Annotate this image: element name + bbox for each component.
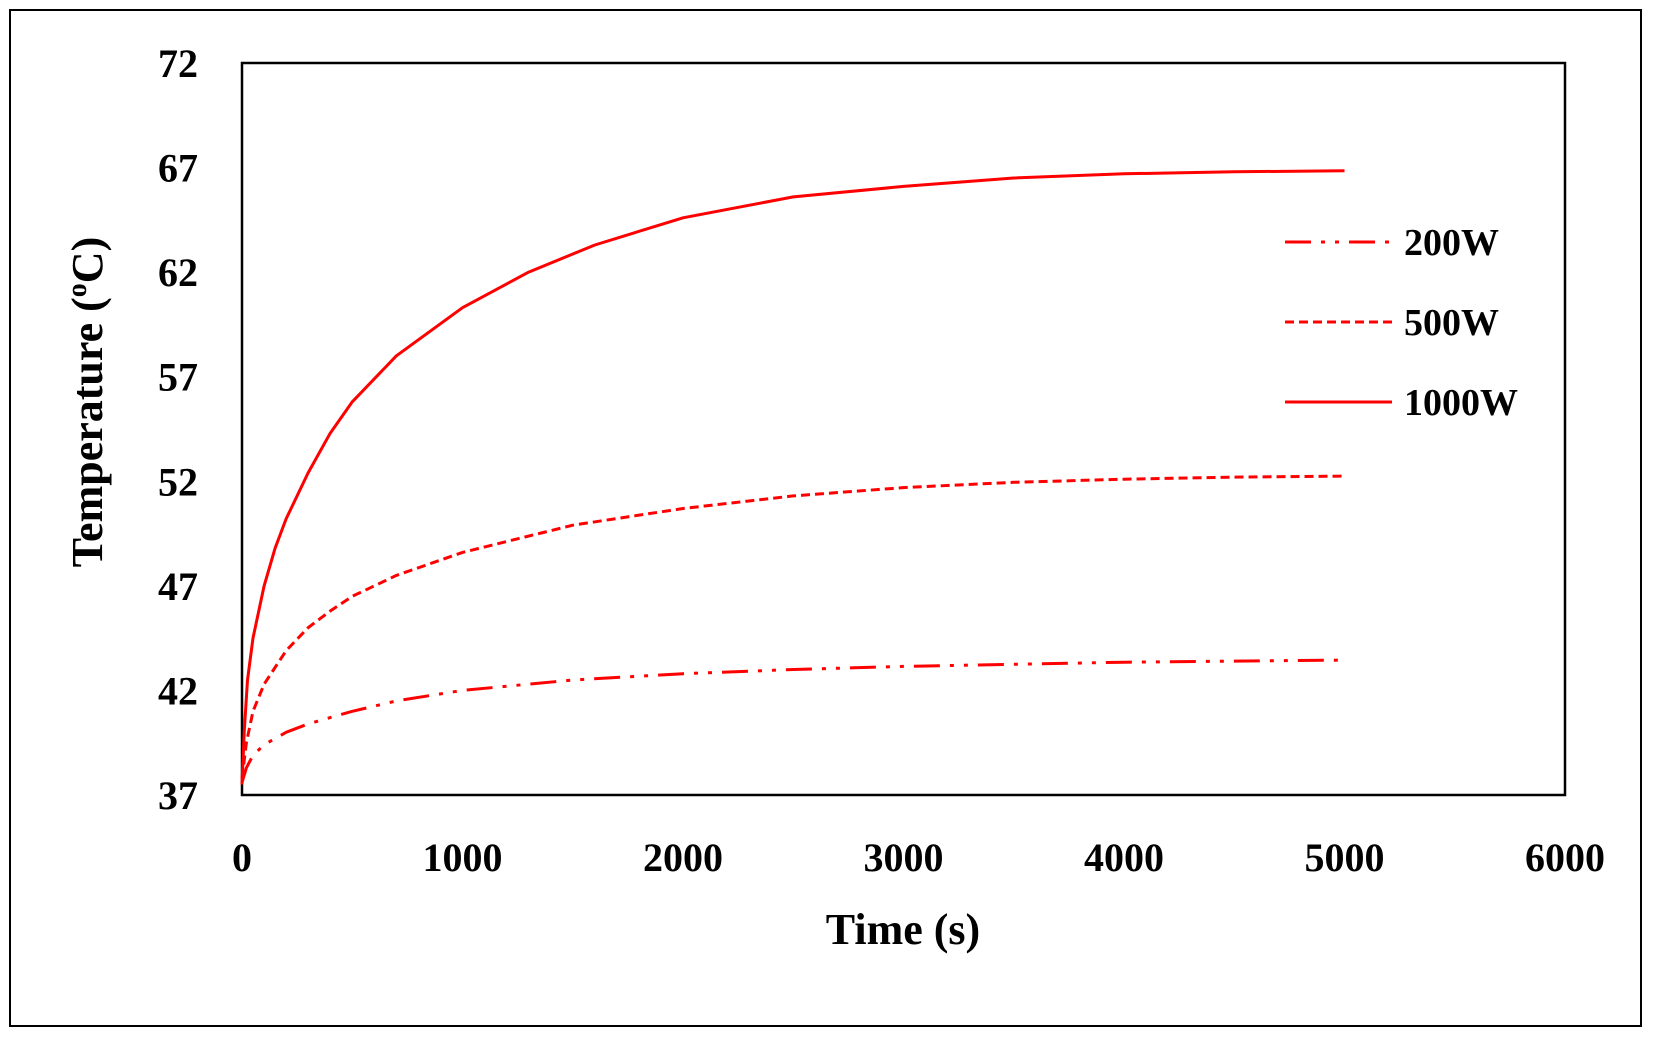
y-axis-label: Temperature (oC) [62, 237, 112, 568]
x-tick-label: 0 [232, 835, 252, 880]
series-layer [240, 169, 1345, 785]
y-tick-labels: 37 42 47 52 57 62 67 72 [158, 41, 198, 818]
x-tick-labels: 0 1000 2000 3000 4000 5000 6000 [232, 835, 1605, 880]
y-tick-label: 72 [158, 41, 198, 86]
legend-label: 500W [1404, 302, 1499, 344]
series-line-500W [240, 474, 1345, 779]
y-tick-label: 67 [158, 146, 198, 191]
y-tick-label: 42 [158, 668, 198, 713]
x-tick-label: 2000 [643, 835, 723, 880]
series-line-200W [240, 658, 1345, 783]
legend: 200W 500W 1000W [1285, 222, 1518, 424]
x-tick-label: 6000 [1525, 835, 1605, 880]
y-tick-label: 57 [158, 355, 198, 400]
plot-area [240, 61, 1567, 797]
y-tick-label: 37 [158, 773, 198, 818]
legend-label: 1000W [1404, 382, 1518, 424]
x-tick-label: 4000 [1084, 835, 1164, 880]
y-tick-label: 47 [158, 564, 198, 609]
x-axis-label: Time (s) [826, 905, 980, 954]
x-tick-label: 1000 [423, 835, 503, 880]
y-tick-label: 62 [158, 250, 198, 295]
x-tick-label: 3000 [864, 835, 944, 880]
y-tick-label: 52 [158, 459, 198, 504]
series-line-1000W [240, 169, 1345, 785]
legend-label: 200W [1404, 222, 1499, 264]
figure-border [9, 9, 1642, 1027]
x-tick-label: 5000 [1305, 835, 1385, 880]
